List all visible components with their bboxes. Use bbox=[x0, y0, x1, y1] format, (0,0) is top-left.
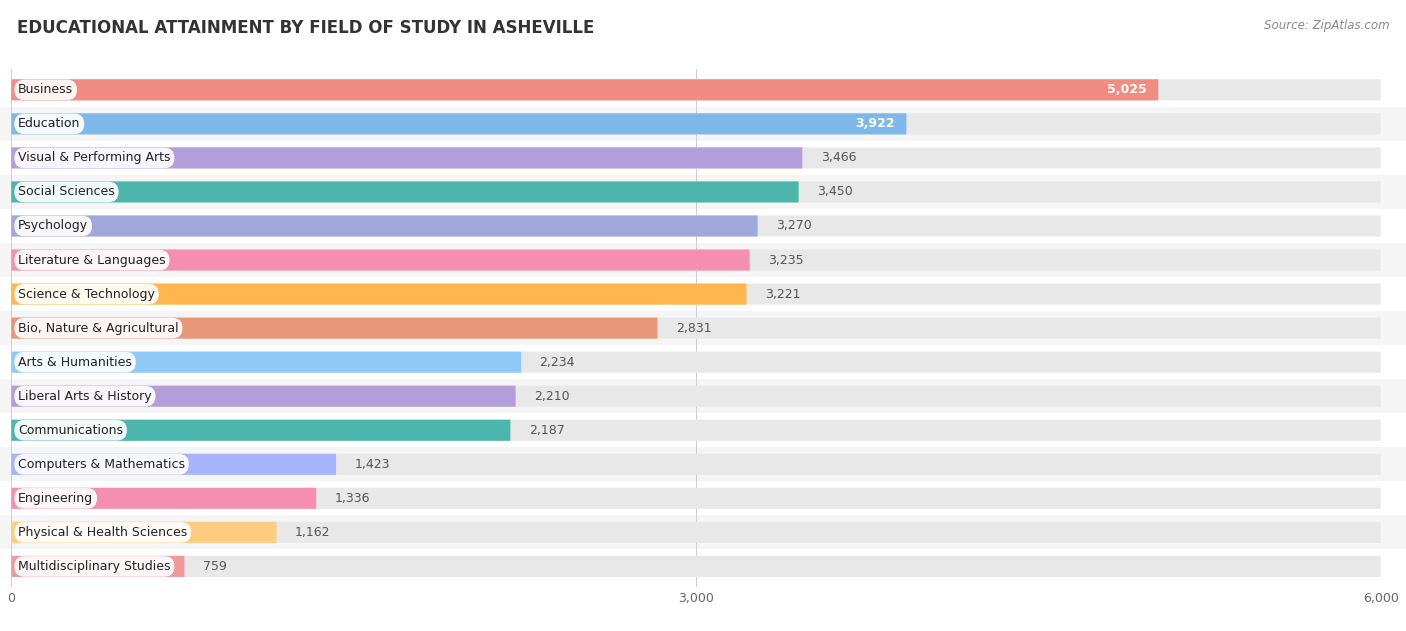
FancyBboxPatch shape bbox=[0, 345, 1406, 379]
Text: 759: 759 bbox=[202, 560, 226, 573]
FancyBboxPatch shape bbox=[0, 141, 1406, 175]
FancyBboxPatch shape bbox=[11, 283, 1381, 305]
FancyBboxPatch shape bbox=[11, 283, 747, 305]
FancyBboxPatch shape bbox=[11, 351, 522, 373]
FancyBboxPatch shape bbox=[11, 181, 799, 203]
FancyBboxPatch shape bbox=[11, 488, 316, 509]
FancyBboxPatch shape bbox=[0, 107, 1406, 141]
FancyBboxPatch shape bbox=[11, 351, 1381, 373]
Text: EDUCATIONAL ATTAINMENT BY FIELD OF STUDY IN ASHEVILLE: EDUCATIONAL ATTAINMENT BY FIELD OF STUDY… bbox=[17, 19, 595, 37]
FancyBboxPatch shape bbox=[11, 454, 336, 475]
FancyBboxPatch shape bbox=[11, 80, 1381, 100]
Text: 2,831: 2,831 bbox=[676, 322, 711, 334]
FancyBboxPatch shape bbox=[11, 148, 1381, 168]
Text: 3,450: 3,450 bbox=[817, 186, 852, 199]
FancyBboxPatch shape bbox=[11, 420, 1381, 441]
FancyBboxPatch shape bbox=[11, 181, 1381, 203]
Text: 3,270: 3,270 bbox=[776, 220, 811, 232]
FancyBboxPatch shape bbox=[11, 420, 510, 441]
FancyBboxPatch shape bbox=[11, 80, 1159, 100]
FancyBboxPatch shape bbox=[0, 73, 1406, 107]
FancyBboxPatch shape bbox=[11, 522, 1381, 543]
Text: 2,210: 2,210 bbox=[534, 390, 569, 403]
Text: Visual & Performing Arts: Visual & Performing Arts bbox=[18, 151, 170, 165]
Text: Business: Business bbox=[18, 83, 73, 97]
FancyBboxPatch shape bbox=[0, 447, 1406, 481]
FancyBboxPatch shape bbox=[11, 317, 658, 339]
Text: Source: ZipAtlas.com: Source: ZipAtlas.com bbox=[1264, 19, 1389, 32]
FancyBboxPatch shape bbox=[0, 516, 1406, 550]
Text: Education: Education bbox=[18, 117, 80, 131]
FancyBboxPatch shape bbox=[11, 317, 1381, 339]
Text: Bio, Nature & Agricultural: Bio, Nature & Agricultural bbox=[18, 322, 179, 334]
FancyBboxPatch shape bbox=[11, 148, 803, 168]
FancyBboxPatch shape bbox=[0, 175, 1406, 209]
FancyBboxPatch shape bbox=[11, 114, 1381, 134]
Text: 1,162: 1,162 bbox=[295, 526, 330, 539]
Text: Engineering: Engineering bbox=[18, 492, 93, 505]
FancyBboxPatch shape bbox=[11, 488, 1381, 509]
Text: 5,025: 5,025 bbox=[1107, 83, 1147, 97]
FancyBboxPatch shape bbox=[0, 209, 1406, 243]
Text: 3,466: 3,466 bbox=[821, 151, 856, 165]
FancyBboxPatch shape bbox=[0, 379, 1406, 413]
FancyBboxPatch shape bbox=[0, 481, 1406, 516]
FancyBboxPatch shape bbox=[11, 556, 184, 577]
FancyBboxPatch shape bbox=[0, 413, 1406, 447]
FancyBboxPatch shape bbox=[0, 243, 1406, 277]
Text: 3,221: 3,221 bbox=[765, 288, 800, 300]
Text: 3,922: 3,922 bbox=[855, 117, 896, 131]
FancyBboxPatch shape bbox=[0, 550, 1406, 584]
Text: Science & Technology: Science & Technology bbox=[18, 288, 155, 300]
Text: Literature & Languages: Literature & Languages bbox=[18, 254, 166, 266]
FancyBboxPatch shape bbox=[11, 215, 758, 237]
Text: Social Sciences: Social Sciences bbox=[18, 186, 115, 199]
FancyBboxPatch shape bbox=[11, 454, 1381, 475]
FancyBboxPatch shape bbox=[11, 386, 1381, 407]
Text: Communications: Communications bbox=[18, 424, 124, 437]
Text: Liberal Arts & History: Liberal Arts & History bbox=[18, 390, 152, 403]
FancyBboxPatch shape bbox=[11, 215, 1381, 237]
Text: Psychology: Psychology bbox=[18, 220, 89, 232]
FancyBboxPatch shape bbox=[11, 522, 277, 543]
Text: 1,336: 1,336 bbox=[335, 492, 370, 505]
Text: 2,187: 2,187 bbox=[529, 424, 564, 437]
FancyBboxPatch shape bbox=[11, 386, 516, 407]
FancyBboxPatch shape bbox=[11, 249, 1381, 271]
Text: 1,423: 1,423 bbox=[354, 457, 389, 471]
Text: Arts & Humanities: Arts & Humanities bbox=[18, 356, 132, 369]
Text: Physical & Health Sciences: Physical & Health Sciences bbox=[18, 526, 187, 539]
Text: 2,234: 2,234 bbox=[540, 356, 575, 369]
FancyBboxPatch shape bbox=[11, 556, 1381, 577]
Text: Computers & Mathematics: Computers & Mathematics bbox=[18, 457, 186, 471]
Text: 3,235: 3,235 bbox=[768, 254, 803, 266]
FancyBboxPatch shape bbox=[11, 249, 749, 271]
Text: Multidisciplinary Studies: Multidisciplinary Studies bbox=[18, 560, 170, 573]
FancyBboxPatch shape bbox=[11, 114, 907, 134]
FancyBboxPatch shape bbox=[0, 277, 1406, 311]
FancyBboxPatch shape bbox=[0, 311, 1406, 345]
